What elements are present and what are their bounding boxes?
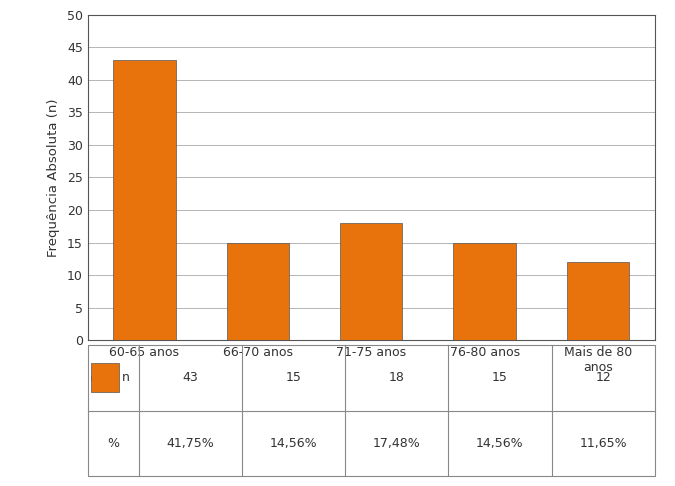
Text: 14,56%: 14,56% (270, 437, 317, 450)
Bar (90, 364, 119, 392)
Bar (227, 243, 289, 340)
Text: %: % (107, 437, 119, 450)
Text: 14,56%: 14,56% (476, 437, 524, 450)
Y-axis label: Frequência Absoluta (n): Frequência Absoluta (n) (47, 98, 60, 257)
Bar (454, 243, 516, 340)
Text: 12: 12 (595, 371, 611, 384)
Text: 43: 43 (182, 371, 198, 384)
Bar (90, 376, 94, 380)
Text: 18: 18 (389, 371, 405, 384)
Text: 15: 15 (492, 371, 508, 384)
Bar (340, 223, 402, 340)
Text: 17,48%: 17,48% (373, 437, 421, 450)
Bar (567, 262, 629, 340)
Text: n: n (122, 371, 130, 384)
Bar (113, 60, 176, 340)
Text: 15: 15 (286, 371, 302, 384)
Text: 41,75%: 41,75% (167, 437, 214, 450)
Text: 11,65%: 11,65% (579, 437, 627, 450)
